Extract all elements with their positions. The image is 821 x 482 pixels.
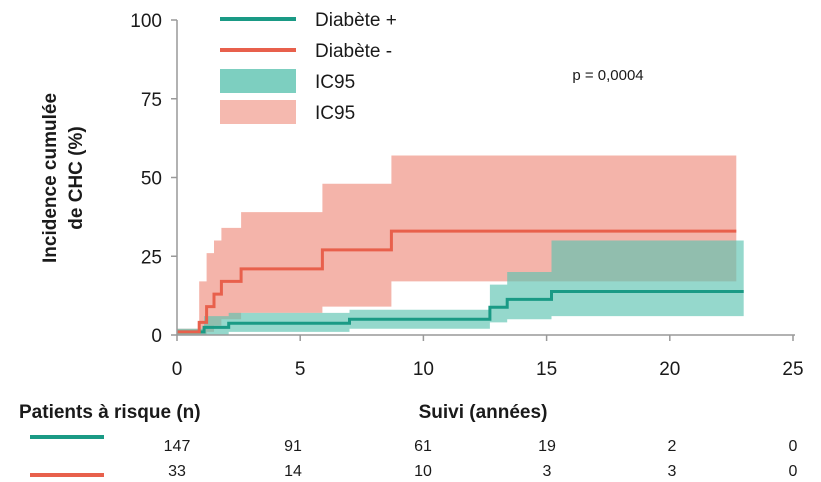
axes: 0 25 50 75 100 0 5 10 15 20 25 Incidence cumulée de … bbox=[40, 11, 804, 380]
x-tick-label: 5 bbox=[295, 359, 306, 380]
legend: Diabète + Diabète - IC95 IC95 bbox=[220, 10, 397, 124]
y-tick-label: 50 bbox=[141, 169, 162, 190]
x-axis-title: Suivi (années) bbox=[419, 402, 548, 423]
y-tick-label: 25 bbox=[141, 247, 162, 268]
y-tick-label: 75 bbox=[141, 90, 162, 111]
y-tick-label: 100 bbox=[130, 11, 162, 32]
risk-count: 14 bbox=[284, 463, 302, 480]
legend-label: IC95 bbox=[315, 103, 355, 124]
risk-count: 10 bbox=[414, 463, 432, 480]
risk-count: 3 bbox=[543, 463, 552, 480]
risk-count: 147 bbox=[164, 438, 191, 455]
risk-count: 0 bbox=[789, 463, 798, 480]
km-curve-diabete-plus bbox=[177, 290, 744, 334]
risk-count: 33 bbox=[168, 463, 186, 480]
y-axis-title-line: Incidence cumulée bbox=[40, 93, 61, 263]
legend-label: Diabète + bbox=[315, 10, 397, 31]
y-tick-label: 0 bbox=[151, 326, 162, 347]
ci-band-diabete-minus bbox=[177, 155, 737, 335]
p-value-annotation: p = 0,0004 bbox=[572, 67, 643, 84]
risk-count: 91 bbox=[284, 438, 302, 455]
x-tick-label: 15 bbox=[536, 359, 557, 380]
x-tick-label: 20 bbox=[659, 359, 680, 380]
risk-count: 61 bbox=[414, 438, 432, 455]
risk-count: 0 bbox=[789, 438, 798, 455]
risk-table-title: Patients à risque (n) bbox=[19, 402, 201, 423]
ci-band-diabete-plus bbox=[177, 240, 744, 335]
x-tick-label: 10 bbox=[413, 359, 434, 380]
risk-count: 3 bbox=[668, 463, 677, 480]
legend-swatch-band bbox=[220, 69, 296, 93]
risk-count: 19 bbox=[538, 438, 556, 455]
x-tick-label: 0 bbox=[172, 359, 183, 380]
legend-label: IC95 bbox=[315, 72, 355, 93]
y-axis-title-line: de CHC (%) bbox=[66, 126, 87, 229]
risk-table: Patients à risque (n)147 91 61 19 2 033 14 10 3 3… bbox=[19, 402, 798, 480]
legend-swatch-band bbox=[220, 100, 296, 124]
km-curve-diabete-minus bbox=[177, 229, 737, 334]
legend-label: Diabète - bbox=[315, 41, 392, 62]
risk-count: 2 bbox=[668, 438, 677, 455]
ci-bands bbox=[177, 155, 744, 335]
km-curves bbox=[177, 229, 744, 334]
y-axis-title: Incidence cumulée de CHC (%) bbox=[40, 93, 87, 263]
x-tick-label: 25 bbox=[782, 359, 803, 380]
